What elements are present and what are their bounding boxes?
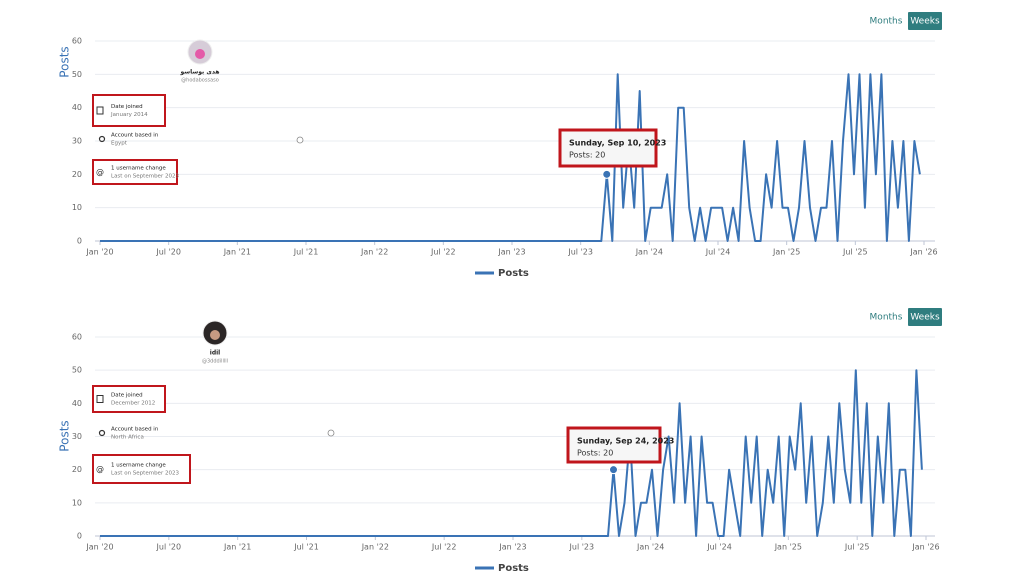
y-axis-label: Posts — [58, 420, 72, 451]
data-line — [100, 73, 921, 242]
y-tick-label: 0 — [77, 237, 82, 246]
legend-label: Posts — [498, 268, 529, 279]
x-tick-label: Jul '24 — [705, 248, 731, 257]
tooltip-text: Posts: 20 — [569, 151, 605, 160]
account-based-value: Egypt — [111, 141, 128, 147]
x-tick-label: Jan '26 — [909, 248, 937, 257]
account-based-label: Account based in — [111, 133, 159, 139]
tooltip-title: Sunday, Sep 10, 2023 — [569, 139, 666, 148]
toggle-button[interactable] — [908, 12, 942, 30]
y-tick-label: 10 — [72, 203, 82, 212]
calendar-icon — [96, 395, 104, 403]
y-tick-label: 60 — [72, 333, 82, 342]
avatar-face — [210, 330, 220, 340]
avatar-face — [195, 49, 205, 59]
username-change-label: 1 username change — [111, 463, 166, 469]
y-tick-label: 30 — [72, 137, 82, 146]
x-tick-label: Jan '23 — [498, 543, 526, 552]
x-tick-label: Jan '25 — [774, 543, 802, 552]
x-tick-label: Jan '22 — [360, 248, 388, 257]
at-icon: @ — [96, 168, 104, 177]
tooltip-text: Posts: 20 — [577, 449, 613, 458]
y-tick-label: 40 — [72, 103, 82, 112]
y-tick-label: 40 — [72, 399, 82, 408]
toggle-button[interactable] — [908, 308, 942, 326]
info-icon[interactable] — [296, 136, 304, 144]
profile-handle: @hodabossaso — [181, 78, 219, 84]
account-based-label: Account based in — [111, 427, 159, 433]
y-tick-label: 20 — [72, 465, 82, 474]
y-tick-label: 20 — [72, 170, 82, 179]
x-tick-label: Jul '24 — [706, 543, 732, 552]
username-change-value: Last on September 2023 — [111, 471, 179, 477]
profile-handle: @3dddilllll — [202, 359, 228, 365]
x-tick-label: Jul '21 — [293, 248, 319, 257]
profile-name: idil — [210, 350, 220, 357]
at-icon: @ — [96, 465, 104, 474]
x-tick-label: Jan '23 — [497, 248, 525, 257]
username-change-box — [92, 454, 191, 484]
username-change-box — [92, 159, 178, 185]
tooltip-highlight-box — [566, 426, 662, 464]
date-joined-value: January 2014 — [110, 112, 148, 118]
y-axis-label: Posts — [58, 46, 72, 77]
y-tick-label: 0 — [77, 532, 82, 541]
x-tick-label: Jul '22 — [430, 248, 456, 257]
tooltip-highlight-box — [558, 128, 658, 168]
x-tick-label: Jan '21 — [223, 543, 251, 552]
x-tick-label: Jan '26 — [911, 543, 939, 552]
data-line — [100, 369, 923, 537]
y-tick-label: 30 — [72, 432, 82, 441]
x-tick-label: Jan '20 — [85, 543, 113, 552]
x-tick-label: Jul '20 — [156, 543, 182, 552]
date-joined-box — [92, 385, 166, 413]
toggle-button-label[interactable]: Weeks — [910, 17, 940, 27]
date-joined-label: Date joined — [111, 393, 143, 399]
highlight-point — [602, 169, 612, 179]
x-tick-label: Jan '24 — [636, 543, 664, 552]
x-tick-label: Jan '20 — [85, 248, 113, 257]
x-tick-label: Jul '22 — [431, 543, 457, 552]
x-tick-label: Jul '23 — [567, 248, 593, 257]
x-tick-label: Jul '25 — [842, 248, 868, 257]
username-change-value: Last on September 2023 — [111, 174, 179, 180]
y-tick-label: 50 — [72, 70, 82, 79]
x-tick-label: Jan '22 — [361, 543, 389, 552]
x-tick-label: Jul '25 — [844, 543, 870, 552]
date-joined-label: Date joined — [111, 104, 143, 110]
location-icon — [98, 429, 106, 437]
toggle-button-label[interactable]: Months — [870, 313, 903, 323]
toggle-button-label[interactable]: Months — [870, 17, 903, 27]
tooltip-title: Sunday, Sep 24, 2023 — [577, 437, 674, 446]
highlight-point — [608, 465, 618, 475]
legend-label: Posts — [498, 563, 529, 574]
x-tick-label: Jul '21 — [293, 543, 319, 552]
info-icon[interactable] — [327, 429, 335, 437]
date-joined-box — [92, 94, 166, 127]
x-tick-label: Jul '23 — [569, 543, 595, 552]
account-based-value: North Africa — [111, 435, 144, 441]
date-joined-value: December 2012 — [111, 401, 155, 407]
profile-name: هدى بوساسو — [179, 69, 219, 76]
x-tick-label: Jan '24 — [635, 248, 663, 257]
username-change-label: 1 username change — [111, 166, 166, 172]
x-tick-label: Jan '21 — [223, 248, 251, 257]
toggle-button-label[interactable]: Weeks — [910, 313, 940, 323]
location-icon — [98, 135, 106, 143]
calendar-icon — [96, 106, 104, 115]
y-tick-label: 10 — [72, 498, 82, 507]
y-tick-label: 50 — [72, 366, 82, 375]
y-tick-label: 60 — [72, 37, 82, 46]
x-tick-label: Jul '20 — [155, 248, 181, 257]
x-tick-label: Jan '25 — [772, 248, 800, 257]
